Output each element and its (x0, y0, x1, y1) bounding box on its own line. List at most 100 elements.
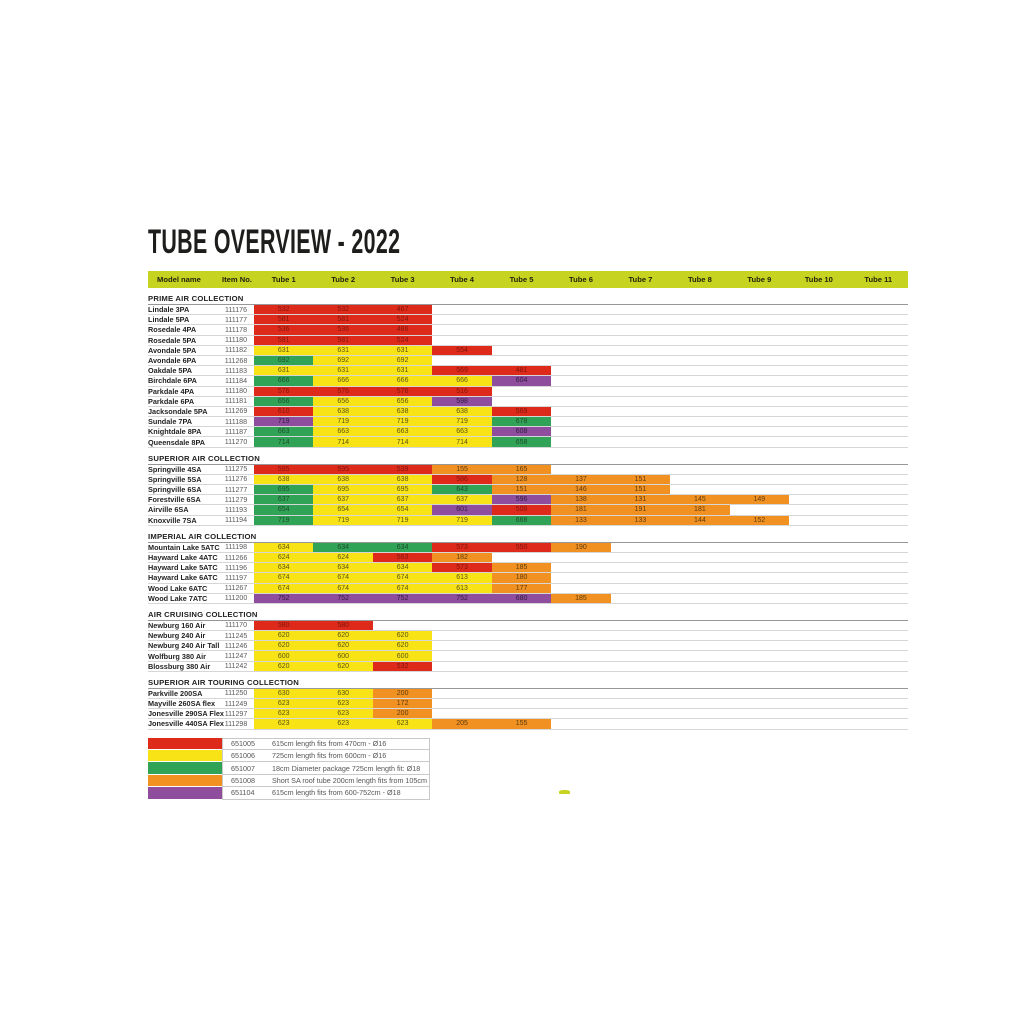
tube-cell: 624 (254, 552, 314, 563)
tube-cell: 623 (313, 709, 373, 719)
tube-cell: 620 (313, 661, 373, 671)
logo-mark (559, 790, 570, 794)
empty-cell (849, 437, 908, 446)
tube-cell: 666 (432, 376, 492, 386)
tube-cell: 658 (491, 437, 552, 447)
empty-cell (432, 325, 491, 334)
empty-cell (432, 631, 491, 640)
empty-cell (849, 315, 908, 324)
item-number: 111181 (224, 397, 248, 406)
empty-cell (730, 475, 789, 484)
empty-cell (730, 485, 789, 494)
tube-cell: 752 (372, 593, 433, 603)
empty-cell (611, 621, 670, 630)
item-number: 111242 (224, 662, 248, 671)
table-row: Lindale 5PA 111177 581 581 524 (148, 315, 908, 326)
model-name: Rosedale 4PA (148, 325, 197, 335)
empty-cell (670, 397, 729, 406)
model-name: Wood Lake 7ATC (148, 593, 208, 603)
item-number: 111178 (224, 325, 248, 334)
tube-cell: 719 (372, 515, 433, 525)
empty-cell (611, 305, 670, 314)
tube-cell: 595 (254, 464, 314, 474)
empty-cell (849, 641, 908, 650)
tube-cell: 692 (254, 355, 314, 366)
empty-cell (730, 387, 789, 396)
tube-cell: 714 (313, 437, 373, 447)
legend-description: 615cm length fits from 470cm - Ø16 (266, 737, 430, 750)
empty-cell (611, 709, 670, 718)
tube-cell: 637 (372, 495, 433, 505)
item-number: 111249 (224, 699, 248, 708)
table-row: Lindale 3PA 111176 532 532 467 (148, 305, 908, 316)
empty-cell (611, 397, 670, 406)
item-number: 111250 (224, 689, 248, 698)
empty-cell (670, 417, 729, 426)
model-name: Airville 6SA (148, 505, 189, 515)
table-row: Wood Lake 7ATC 111200 752 752 752 752 680 185 (148, 593, 908, 604)
tube-cell: 600 (372, 651, 433, 661)
model-name: Mayville 260SA flex (148, 699, 216, 709)
empty-cell (670, 651, 729, 660)
column-header-tube-11: Tube 11 (864, 275, 893, 284)
tube-cell: 695 (254, 485, 314, 495)
empty-cell (789, 407, 848, 416)
table-row: Hayward Lake 6ATC 111197 674 674 674 613 180 (148, 573, 908, 584)
tube-cell: 146 (551, 485, 611, 495)
model-name: Newburg 240 Air Tall (148, 641, 220, 651)
empty-cell (730, 325, 789, 334)
empty-cell (611, 553, 670, 562)
empty-cell (611, 641, 670, 650)
empty-cell (849, 376, 908, 385)
empty-cell (849, 475, 908, 484)
tube-cell: 666 (254, 376, 314, 386)
model-name: Lindale 3PA (148, 305, 190, 315)
tube-cell: 532 (372, 661, 433, 671)
column-header-tube-9: Tube 9 (747, 275, 772, 284)
tube-cell: 532 (313, 305, 373, 315)
tube-cell: 205 (432, 719, 492, 729)
tube-cell: 486 (372, 325, 433, 335)
empty-cell (789, 584, 848, 593)
table-row: Oakdale 5PA 111183 631 631 631 569 481 (148, 366, 908, 377)
tube-cell: 695 (313, 485, 373, 495)
legend-description: 18cm Diameter package 725cm length fit: … (266, 762, 430, 775)
item-number: 111188 (224, 417, 248, 426)
empty-cell (849, 366, 908, 375)
empty-cell (789, 651, 848, 660)
empty-cell (670, 621, 729, 630)
tube-cell: 516 (432, 386, 492, 396)
empty-cell (730, 631, 789, 640)
tube-cell: 536 (254, 325, 314, 335)
empty-cell (670, 543, 729, 552)
empty-cell (849, 553, 908, 562)
empty-cell (551, 699, 610, 708)
legend-item: 651008 Short SA roof tube 200cm length fi… (148, 774, 430, 788)
tube-cell: 151 (491, 485, 552, 495)
tube-cell: 133 (610, 515, 671, 525)
empty-cell (849, 516, 908, 525)
tube-cell: 623 (372, 719, 433, 729)
table-row: Knoxville 7SA 111194 719 719 719 719 668 133 133… (148, 515, 908, 526)
empty-cell (789, 641, 848, 650)
empty-cell (849, 336, 908, 345)
model-name: Knoxville 7SA (148, 515, 197, 525)
tube-cell: 181 (551, 505, 611, 515)
tube-cell: 554 (432, 345, 492, 355)
empty-cell (730, 621, 789, 630)
empty-cell (730, 397, 789, 406)
empty-cell (492, 699, 551, 708)
empty-cell (789, 417, 848, 426)
empty-cell (789, 356, 848, 365)
tube-cell: 532 (254, 305, 314, 315)
empty-cell (551, 397, 610, 406)
table-row: Parkville 200SA 111250 630 630 200 (148, 688, 908, 699)
tube-cell: 467 (372, 305, 433, 315)
empty-cell (789, 437, 848, 446)
empty-cell (849, 651, 908, 660)
empty-cell (730, 315, 789, 324)
tube-cell: 719 (372, 417, 433, 427)
tube-cell: 149 (729, 495, 790, 505)
tube-cell: 620 (254, 631, 314, 641)
empty-cell (670, 315, 729, 324)
